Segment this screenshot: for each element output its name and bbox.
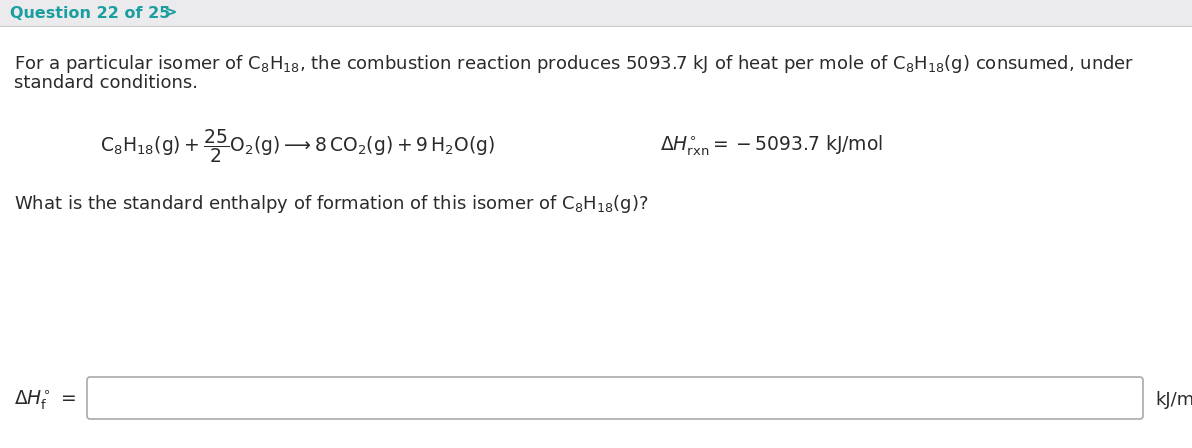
Text: What is the standard enthalpy of formation of this isomer of $\mathrm{C_8H_{18}}: What is the standard enthalpy of formati…	[14, 193, 648, 215]
Bar	[0, 0, 1192, 26]
Text: standard conditions.: standard conditions.	[14, 74, 198, 92]
Text: $\mathrm{C_8H_{18}(g) + \dfrac{25}{2}O_2(g) \longrightarrow 8\,CO_2(g) + 9\,H_2O: $\mathrm{C_8H_{18}(g) + \dfrac{25}{2}O_2…	[100, 127, 496, 165]
FancyBboxPatch shape	[87, 377, 1143, 419]
Text: Question 22 of 25: Question 22 of 25	[10, 5, 170, 21]
Text: >: >	[163, 5, 176, 21]
Text: $\Delta H^{\circ}_{\mathrm{rxn}} = -5093.7\ \mathrm{kJ/mol}$: $\Delta H^{\circ}_{\mathrm{rxn}} = -5093…	[660, 134, 883, 158]
Text: For a particular isomer of $\mathrm{C_8H_{18}}$, the combustion reaction produce: For a particular isomer of $\mathrm{C_8H…	[14, 53, 1135, 75]
Text: $\Delta H^{\circ}_{\mathrm{f}}\ =$: $\Delta H^{\circ}_{\mathrm{f}}\ =$	[14, 388, 76, 412]
Text: kJ/mol: kJ/mol	[1155, 391, 1192, 409]
